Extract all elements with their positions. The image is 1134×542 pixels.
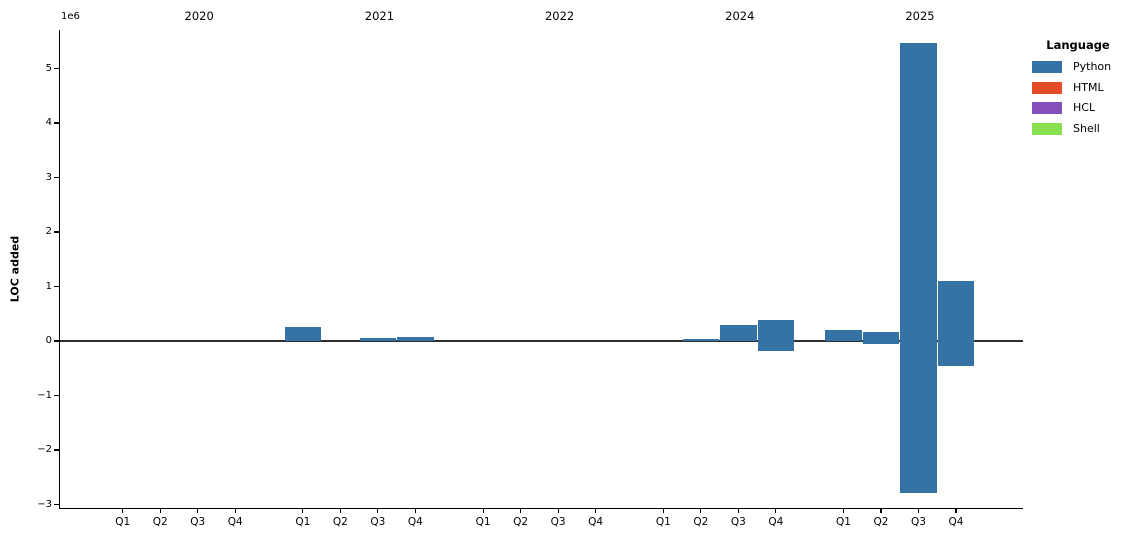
bar-python-2024-Q3 <box>720 324 757 341</box>
x-tick-label-quarter: Q3 <box>911 516 926 528</box>
y-tick-mark <box>54 394 59 397</box>
x-tick-label-quarter: Q3 <box>550 516 566 528</box>
legend-title: Language <box>1046 38 1110 52</box>
x-tick-mark <box>197 509 199 513</box>
bar-python-2025-Q3 <box>900 43 937 494</box>
bar-python-2024-Q2 <box>682 338 720 341</box>
x-tick-mark <box>520 509 522 513</box>
legend-label: HTML <box>1073 80 1104 94</box>
x-tick-mark <box>557 509 559 513</box>
x-tick-mark <box>917 509 920 513</box>
bar-python-2021-Q4 <box>397 336 434 341</box>
x-tick-label-quarter: Q1 <box>475 516 491 528</box>
x-tick-mark <box>595 509 597 513</box>
x-tick-mark <box>662 509 664 513</box>
x-tick-mark <box>302 509 304 513</box>
x-tick-label-quarter: Q4 <box>227 516 243 528</box>
legend-swatch-python <box>1032 61 1062 73</box>
x-tick-mark <box>482 509 484 513</box>
y-tick-label: 0 <box>45 335 52 346</box>
y-tick-mark <box>54 449 59 451</box>
bar-python-2025-Q4 <box>937 281 975 366</box>
x-tick-mark <box>234 509 236 513</box>
legend-entry-hcl: HCL <box>1026 102 1130 114</box>
x-tick-label-quarter: Q4 <box>948 516 964 528</box>
legend-label: HCL <box>1073 101 1096 114</box>
x-group-label-year: 2025 <box>905 9 935 23</box>
x-tick-label-quarter: Q3 <box>730 516 746 528</box>
legend-entry-python: Python <box>1026 61 1130 73</box>
x-tick-label-quarter: Q2 <box>873 516 889 528</box>
y-tick-mark <box>54 231 59 233</box>
x-tick-mark <box>122 509 124 513</box>
legend-label: Python <box>1073 60 1112 73</box>
x-tick-label-quarter: Q3 <box>370 516 386 528</box>
x-tick-mark <box>339 509 341 513</box>
y-tick-label: −1 <box>37 389 52 401</box>
y-axis-offset-label: 1e6 <box>61 11 80 22</box>
y-tick-label: 1 <box>45 280 52 292</box>
x-axis-spine <box>59 508 1023 510</box>
x-tick-label-quarter: Q1 <box>836 516 851 528</box>
zero-baseline <box>60 340 1023 342</box>
y-tick-mark <box>54 67 59 70</box>
y-tick-mark <box>54 285 59 288</box>
x-tick-mark <box>377 509 379 513</box>
x-tick-label-quarter: Q1 <box>655 516 671 528</box>
x-group-label-year: 2022 <box>544 9 575 23</box>
x-tick-label-quarter: Q4 <box>588 516 604 528</box>
legend-entries: Python HTML HCL Shell <box>1026 61 1130 135</box>
y-tick-label: 4 <box>45 117 52 128</box>
x-tick-label-quarter: Q2 <box>152 516 168 528</box>
bar-python-2021-Q1 <box>284 326 322 341</box>
y-axis-spine <box>59 30 61 508</box>
bar-python-2025-Q2 <box>862 331 900 344</box>
y-tick-label: 5 <box>45 62 52 74</box>
x-tick-label-quarter: Q2 <box>693 516 709 528</box>
y-tick-label: −3 <box>37 498 52 510</box>
legend-label: Shell <box>1073 121 1100 135</box>
x-tick-mark <box>775 509 777 513</box>
y-tick-label: 3 <box>45 171 52 183</box>
x-tick-mark <box>159 509 161 513</box>
x-tick-label-quarter: Q2 <box>513 516 529 528</box>
x-tick-mark <box>414 509 416 513</box>
legend-entry-shell: Shell <box>1026 121 1130 135</box>
bar-python-2025-Q1 <box>825 329 862 341</box>
legend-entry-html: HTML <box>1026 80 1130 94</box>
x-tick-mark <box>700 509 702 513</box>
x-tick-label-quarter: Q1 <box>115 516 131 528</box>
y-tick-mark <box>54 503 59 506</box>
x-tick-mark <box>737 509 739 513</box>
y-tick-label: 2 <box>45 226 52 237</box>
x-tick-label-quarter: Q4 <box>768 516 784 528</box>
y-tick-mark <box>54 340 59 342</box>
legend-swatch-html <box>1032 81 1062 94</box>
x-tick-mark <box>842 509 845 513</box>
x-group-label-year: 2024 <box>725 9 755 23</box>
legend-swatch-hcl <box>1032 102 1062 114</box>
x-group-label-year: 2021 <box>364 9 395 23</box>
x-tick-label-quarter: Q2 <box>332 516 348 528</box>
x-tick-mark <box>955 509 957 513</box>
x-tick-mark <box>880 509 882 513</box>
x-tick-label-quarter: Q4 <box>407 516 423 528</box>
y-tick-mark <box>54 176 59 179</box>
legend-swatch-shell <box>1032 122 1062 135</box>
y-tick-label: −2 <box>37 444 52 455</box>
y-tick-mark <box>54 122 59 124</box>
x-tick-label-quarter: Q1 <box>295 516 311 528</box>
legend: Language Python HTML HCL Shell <box>1026 38 1130 143</box>
bar-python-2024-Q4 <box>757 320 795 351</box>
bar-python-2021-Q3 <box>359 338 397 341</box>
x-tick-label-quarter: Q3 <box>190 516 206 528</box>
x-group-label-year: 2020 <box>184 9 214 23</box>
